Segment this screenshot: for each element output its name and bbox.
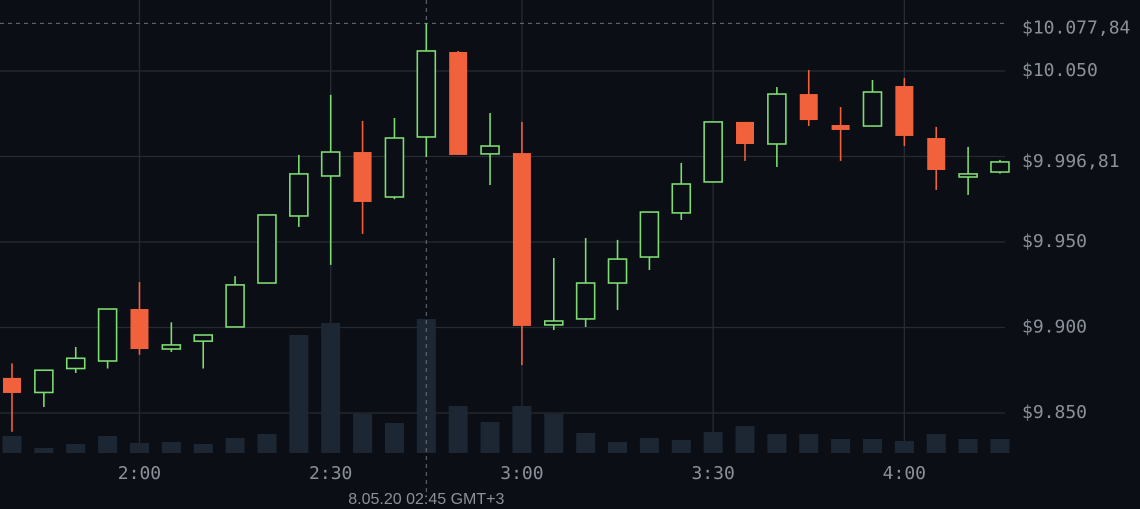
candle-body (449, 51, 468, 155)
volume-bar (862, 439, 882, 453)
candle-body (65, 357, 86, 370)
candle-body (862, 91, 883, 127)
volume-bar (98, 436, 118, 453)
high-price-label: $10.077,84 (1022, 17, 1130, 38)
volume-bar (703, 432, 723, 453)
volume-bar (2, 436, 22, 453)
volume-bar (225, 438, 245, 453)
x-tick-label: 2:30 (309, 463, 352, 484)
candle-body (34, 369, 54, 394)
volume-bar (193, 444, 213, 453)
x-tick-label: 3:00 (500, 463, 543, 484)
candle-body (543, 320, 564, 326)
volume-bar (384, 423, 404, 453)
volume-bar (448, 406, 468, 453)
volume-bar (257, 434, 277, 453)
candle-body (289, 173, 309, 217)
candle-body (257, 214, 277, 284)
candle-body (895, 86, 914, 136)
volume-bar (544, 414, 564, 453)
candle-body (225, 284, 245, 328)
volume-bar (161, 442, 181, 453)
candle-body (353, 152, 372, 202)
last-price-label: $9.996,81 (1022, 151, 1120, 172)
volume-bar (129, 443, 149, 453)
candle-body (3, 377, 21, 393)
volume-bar (990, 439, 1010, 453)
candle-body (703, 121, 723, 183)
volume-bar (353, 414, 373, 453)
volume-bar (894, 441, 914, 453)
volume-bar (671, 440, 691, 453)
candle-body (831, 125, 850, 130)
candle-body (480, 145, 500, 155)
candle-body (990, 161, 1010, 173)
candle-body (736, 121, 755, 144)
volume-bar (321, 323, 341, 453)
volume-bar (639, 438, 659, 453)
candle-body (799, 94, 818, 121)
candle-body (161, 344, 182, 350)
y-tick-label: $10.050 (1022, 60, 1098, 81)
volume-bar (735, 426, 755, 453)
candle-body (416, 50, 437, 138)
volume-bar (958, 439, 978, 453)
volume-bar (608, 442, 628, 453)
volume-bar (66, 444, 86, 453)
candle-body (927, 138, 946, 170)
volume-bar (799, 434, 819, 453)
x-tick-label: 3:30 (691, 463, 734, 484)
candle-body (320, 151, 341, 177)
candle-body (130, 309, 149, 350)
candle-body (193, 334, 214, 342)
x-tick-label: 4:00 (883, 463, 926, 484)
volume-bar (34, 448, 54, 453)
crosshair-label: 8.05.20 02:45 GMT+3 (348, 491, 504, 508)
y-tick-label: $9.900 (1022, 316, 1087, 337)
y-tick-label: $9.950 (1022, 231, 1087, 252)
volume-bar (576, 433, 596, 453)
candle-body (671, 183, 692, 214)
volume-bar (512, 406, 532, 453)
volume-bar (480, 422, 500, 453)
candle-body (97, 308, 118, 362)
volume-bar (767, 434, 787, 453)
candle-body (384, 137, 405, 198)
candle-body (639, 211, 660, 258)
volume-bar (831, 439, 851, 453)
candle-body (767, 93, 787, 145)
candle-body (958, 173, 978, 178)
volume-bar (289, 335, 309, 453)
candle-body (575, 282, 596, 320)
candle-body (512, 153, 531, 326)
volume-bar (926, 434, 946, 453)
y-tick-label: $9.850 (1022, 402, 1087, 423)
x-tick-label: 2:00 (118, 463, 161, 484)
candle-body (607, 258, 628, 284)
